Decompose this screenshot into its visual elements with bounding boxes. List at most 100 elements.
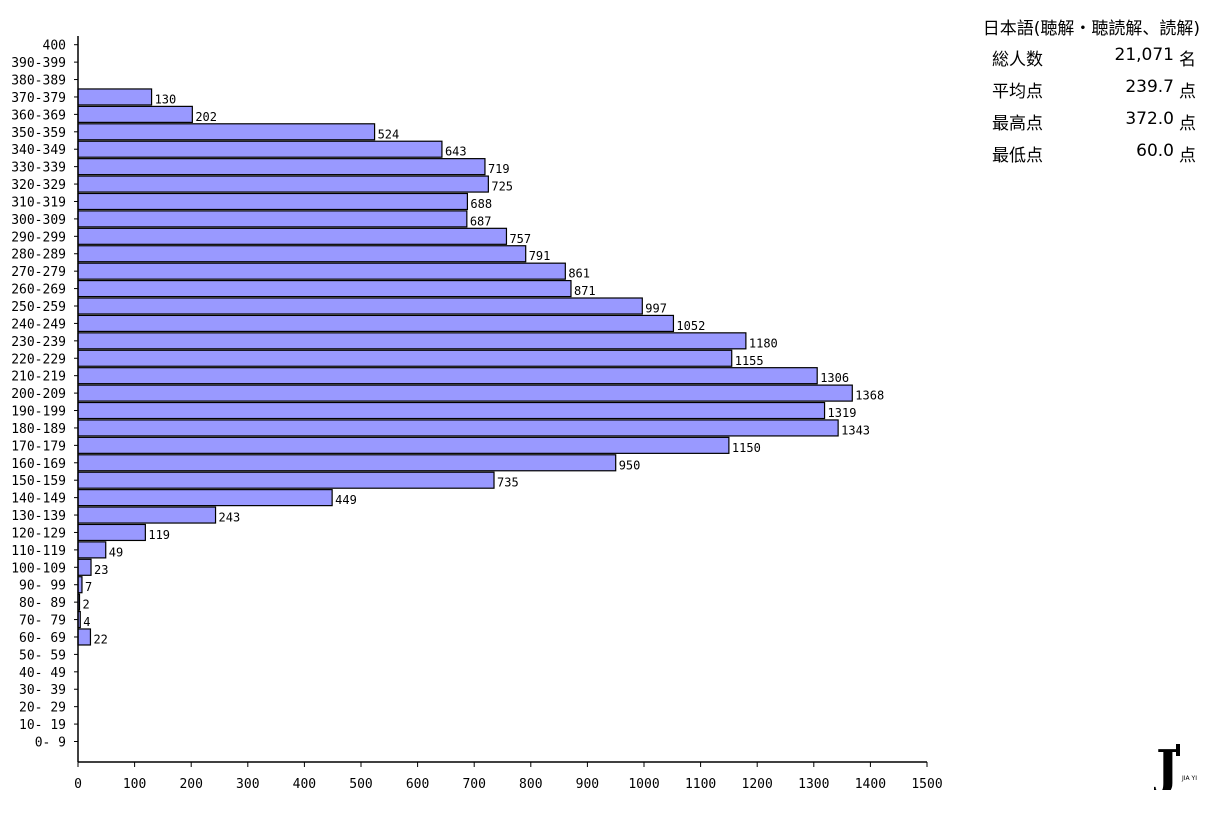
stat-row-min: 最低点 60.0 点 (950, 135, 1200, 167)
data-label: 950 (619, 458, 641, 472)
jiayi-logo: J JIA YI (1154, 740, 1197, 790)
data-label: 997 (645, 302, 667, 316)
bar (77, 279, 572, 298)
y-tick-label: 90- 99 (19, 579, 66, 594)
y-tick-label: 400 (43, 39, 66, 54)
stat-unit: 点 (1179, 114, 1196, 134)
bar (77, 384, 853, 402)
data-label: 1150 (732, 441, 761, 455)
bar (77, 175, 489, 193)
data-label: 1343 (841, 423, 870, 437)
stat-label: 平均点 (992, 82, 1043, 102)
bar (77, 471, 495, 489)
stat-row-average: 平均点 239.7 点 (950, 71, 1200, 103)
data-label: 861 (568, 267, 590, 281)
y-tick-label: 260-269 (11, 283, 66, 298)
y-tick-label: 10- 19 (19, 718, 66, 733)
stat-unit: 点 (1179, 146, 1196, 166)
data-label: 1319 (828, 406, 857, 420)
y-tick-label: 370-379 (11, 91, 66, 106)
x-tick-label: 400 (293, 777, 316, 792)
stat-row-total: 総人数 21,071 名 (950, 39, 1200, 71)
y-tick-label: 270-279 (11, 265, 66, 280)
x-tick-label: 600 (406, 777, 429, 792)
stat-value: 239.7 (1125, 77, 1174, 97)
data-label: 130 (155, 92, 177, 106)
stat-unit: 名 (1179, 50, 1196, 70)
y-tick-label: 190-199 (11, 405, 66, 420)
bar (77, 105, 193, 123)
bar (77, 297, 643, 315)
x-tick-label: 1000 (628, 777, 659, 792)
y-tick-label: 0- 9 (35, 736, 66, 751)
y-tick-label: 60- 69 (19, 631, 66, 646)
stat-row-max: 最高点 372.0 点 (950, 103, 1200, 135)
y-tick-label: 40- 49 (19, 666, 66, 681)
data-label: 1368 (855, 389, 884, 403)
data-label: 735 (497, 476, 519, 490)
data-label: 1180 (749, 336, 778, 350)
bar (77, 210, 468, 228)
bar (77, 506, 217, 524)
logo-subtext: JIA YI (1181, 775, 1197, 782)
y-tick-label: 290-299 (11, 230, 66, 245)
bar (77, 192, 469, 211)
data-label: 49 (109, 545, 123, 559)
y-tick-label: 180-189 (11, 422, 66, 437)
y-tick-label: 240-249 (11, 317, 66, 332)
stat-unit: 点 (1179, 82, 1196, 102)
stats-panel: 日本語(聴解・聴読解、読解) 総人数 21,071 名 平均点 239.7 点 … (950, 14, 1200, 167)
data-label: 1155 (735, 354, 764, 368)
data-label: 1052 (676, 319, 705, 333)
y-tick-label: 330-339 (11, 161, 66, 176)
data-label: 22 (93, 632, 107, 646)
y-tick-label: 310-319 (11, 195, 66, 210)
x-tick-label: 200 (179, 777, 202, 792)
bar (77, 541, 107, 559)
stat-value: 60.0 (1136, 141, 1174, 161)
y-tick-label: 250-259 (11, 300, 66, 315)
y-tick-label: 100-109 (11, 561, 66, 576)
y-tick-label: 120-129 (11, 526, 66, 541)
y-tick-label: 230-239 (11, 335, 66, 350)
y-tick-label: 200-209 (11, 387, 66, 402)
bar (77, 332, 747, 350)
y-tick-label: 360-369 (11, 108, 66, 123)
data-label: 719 (488, 162, 510, 176)
stats-title: 日本語(聴解・聴読解、読解) (982, 19, 1200, 39)
bar (77, 401, 826, 420)
bar (77, 489, 333, 507)
x-tick-label: 100 (123, 777, 146, 792)
stat-label: 総人数 (992, 50, 1043, 70)
y-tick-label: 150-159 (11, 474, 66, 489)
data-label: 119 (148, 528, 170, 542)
bar (77, 245, 527, 263)
y-tick-label: 300-309 (11, 213, 66, 228)
y-tick-label: 140-149 (11, 492, 66, 507)
stat-value: 21,071 (1114, 45, 1174, 65)
bar (77, 123, 376, 141)
y-tick-label: 170-179 (11, 439, 66, 454)
bar (77, 628, 92, 646)
data-label: 688 (470, 197, 492, 211)
data-label: 449 (335, 493, 357, 507)
data-label: 725 (491, 180, 513, 194)
y-tick-label: 340-349 (11, 143, 66, 158)
data-label: 7 (85, 580, 92, 594)
x-tick-label: 1300 (798, 777, 829, 792)
bar (77, 436, 730, 454)
y-tick-label: 220-229 (11, 352, 66, 367)
logo-mark: J (1154, 740, 1179, 790)
y-tick-label: 50- 59 (19, 648, 66, 663)
y-tick-label: 280-289 (11, 248, 66, 263)
y-tick-label: 130-139 (11, 509, 66, 524)
bar (77, 367, 818, 385)
bar (77, 140, 443, 158)
y-tick-label: 30- 39 (19, 683, 66, 698)
data-label: 871 (574, 284, 596, 298)
x-tick-label: 500 (349, 777, 372, 792)
bar (77, 349, 733, 367)
y-tick-label: 80- 89 (19, 596, 66, 611)
x-tick-label: 0 (74, 777, 82, 792)
